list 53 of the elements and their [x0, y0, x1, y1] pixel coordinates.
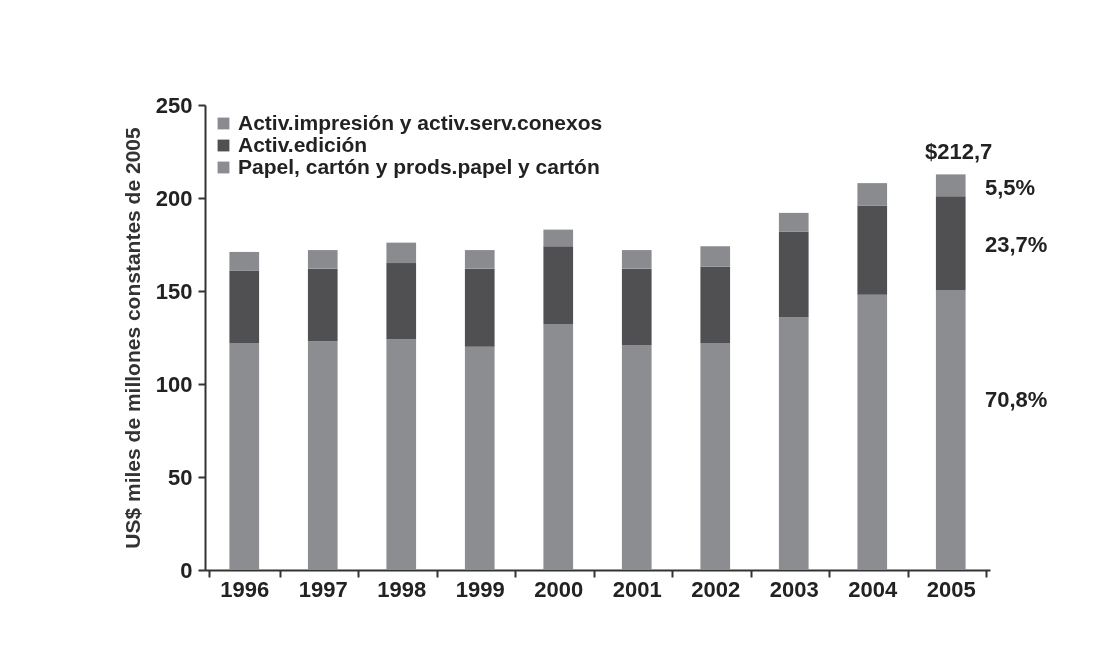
- legend-label: Papel, cartón y prods.papel y cartón: [238, 154, 600, 178]
- bar: [464, 268, 495, 347]
- y-tick-label: 50: [168, 464, 193, 490]
- x-tick-label: 1996: [220, 576, 270, 602]
- bar: [543, 324, 574, 570]
- bar: [778, 212, 809, 232]
- x-tick-label: 2002: [691, 576, 741, 602]
- y-tick-label: 100: [155, 371, 193, 397]
- bar: [857, 294, 888, 570]
- bar: [386, 242, 417, 264]
- annotation: 70,8%: [985, 387, 1048, 412]
- y-tick-label: 200: [155, 185, 193, 211]
- bar: [464, 250, 495, 269]
- y-tick-label: 250: [155, 92, 193, 118]
- x-tick-label: 1997: [298, 576, 348, 602]
- bar: [229, 251, 260, 271]
- bar: [935, 289, 966, 570]
- bar: [543, 246, 574, 325]
- x-tick-label: 2004: [848, 576, 898, 602]
- bar: [307, 250, 338, 269]
- y-tick-label: 0: [180, 557, 193, 583]
- bar: [229, 343, 260, 570]
- bar: [935, 196, 966, 290]
- x-tick-label: 2003: [769, 576, 819, 602]
- annotation: 5,5%: [985, 175, 1036, 200]
- x-tick-label: 2000: [534, 576, 584, 602]
- x-tick-label: 1998: [377, 576, 427, 602]
- bar: [386, 263, 417, 340]
- bar: [778, 231, 809, 318]
- bar: [700, 246, 731, 267]
- x-tick-label: 1999: [455, 576, 505, 602]
- bar: [307, 268, 338, 342]
- bar: [935, 174, 966, 197]
- x-tick-label: 2001: [612, 576, 662, 602]
- x-tick-label: 2005: [926, 576, 976, 602]
- bar: [307, 341, 338, 570]
- annotation: 23,7%: [985, 232, 1048, 257]
- bar: [386, 339, 417, 570]
- legend-label: Activ.impresión y activ.serv.conexos: [238, 110, 603, 134]
- bar: [857, 183, 888, 206]
- bar: [700, 266, 731, 344]
- bar: [543, 229, 574, 247]
- bar: [621, 268, 652, 345]
- annotation: $212,7: [925, 139, 993, 164]
- bar: [621, 344, 652, 570]
- bar: [621, 250, 652, 269]
- bar: [464, 346, 495, 570]
- bar: [778, 317, 809, 570]
- bar: [857, 205, 888, 295]
- y-tick-label: 150: [155, 278, 193, 304]
- bar: [229, 270, 260, 344]
- bar: [700, 343, 731, 570]
- y-axis-title: US$ miles de millones constantes de 2005: [120, 127, 144, 549]
